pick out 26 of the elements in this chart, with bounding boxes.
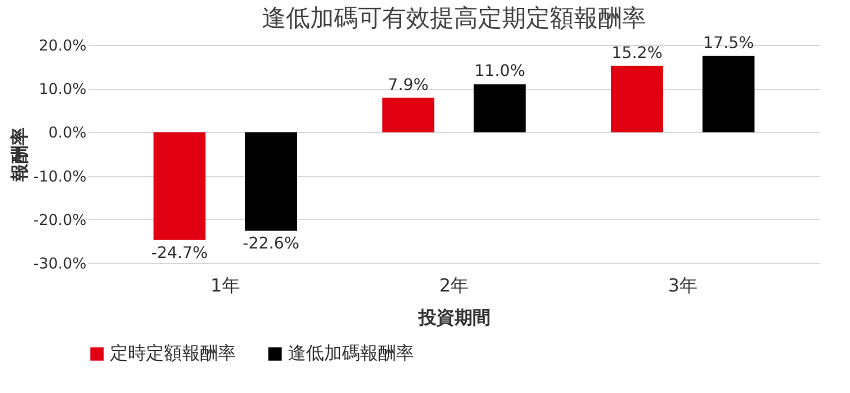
y-tick-label: 20.0% [38, 36, 86, 54]
bar [702, 56, 754, 132]
bar [382, 98, 434, 132]
y-tick-label: 0.0% [48, 124, 86, 142]
legend-label: 逢低加碼報酬率 [288, 343, 414, 364]
bar [245, 132, 297, 231]
data-label: 15.2% [612, 42, 662, 62]
data-label: 11.0% [474, 61, 526, 80]
chart-title: 逢低加碼可有效提高定期定額報酬率 [262, 4, 646, 32]
data-label: -24.7% [151, 242, 208, 262]
x-axis-title: 投資期間 [418, 308, 490, 328]
legend-label: 定時定額報酬率 [110, 343, 236, 364]
y-tick-label: 10.0% [38, 80, 86, 98]
x-tick-label: 2年 [439, 276, 469, 296]
y-tick-label: -20.0% [33, 210, 86, 229]
bar [154, 132, 206, 240]
data-label: -22.6% [242, 234, 300, 253]
bar [474, 84, 526, 132]
bar [611, 66, 663, 132]
x-tick-label: 1年 [210, 276, 240, 296]
data-label: 17.5% [703, 32, 754, 52]
y-tick-label: -10.0% [33, 167, 86, 186]
x-tick-label: 3年 [668, 276, 698, 296]
data-label: 7.9% [388, 74, 429, 94]
y-tick-label: -30.0% [33, 254, 86, 272]
y-axis-title: 報酬率 [9, 128, 30, 182]
